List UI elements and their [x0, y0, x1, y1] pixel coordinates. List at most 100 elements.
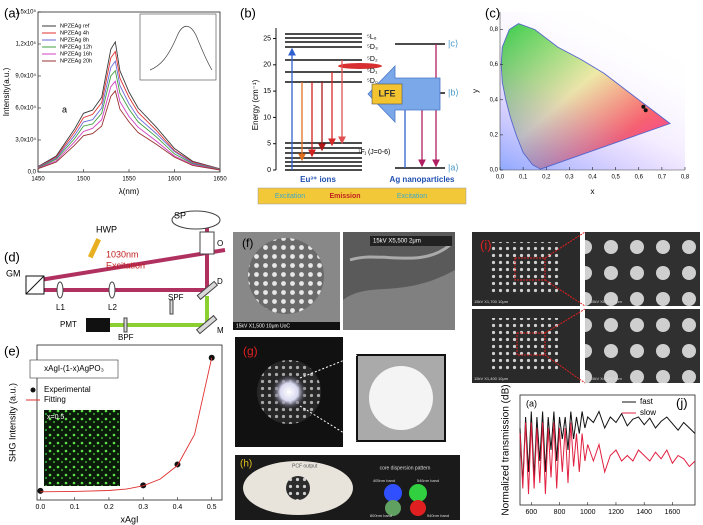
- level-label: ⁵D₃: [367, 44, 378, 51]
- x-axis-label: x: [591, 187, 595, 196]
- level-label: ⁵D₂: [367, 56, 378, 63]
- panel-g: (g): [235, 337, 446, 447]
- eu-levels: [285, 33, 362, 171]
- component-label: BPF: [118, 333, 134, 342]
- band-label: 405nm band: [373, 478, 395, 483]
- y-tick-label: 5: [267, 141, 271, 148]
- caption: PCF output: [292, 463, 318, 469]
- level-label: ⁵D₀: [367, 78, 378, 85]
- point: [643, 108, 648, 113]
- component-label: Excitation: [106, 260, 145, 270]
- zoom-box: [514, 257, 546, 281]
- point: [641, 104, 646, 109]
- lens: [56, 281, 64, 299]
- series-line: [37, 89, 221, 171]
- zoom-line: [544, 231, 586, 259]
- y-tick-label: 9,0x10⁴: [15, 73, 36, 80]
- legend-label: NPZEAg 12h: [60, 44, 92, 50]
- legend-label: fast: [640, 397, 654, 406]
- band-spot: [385, 500, 401, 516]
- panel-h: (h) PCF output core dispersion pattern 4…: [235, 455, 460, 520]
- sem-image: [585, 309, 700, 383]
- panel-i: 15kV X1,700 10μm 15kV X5,500 5μm 15kV X1…: [472, 231, 700, 384]
- x-tick-label: 1400: [636, 509, 652, 516]
- y-axis-label: Intensity(a.u.): [2, 67, 11, 116]
- panel-label: (i): [480, 237, 492, 252]
- sem-caption: 15kV X1,700 10μm: [474, 299, 509, 304]
- x-tick-label: 1000: [580, 509, 596, 516]
- lfe-box: [371, 83, 403, 105]
- x-tick-label: 0,1: [519, 175, 528, 181]
- inset-a: [139, 13, 217, 81]
- x-tick-label: 0,3: [565, 175, 574, 181]
- band-label: 940nm band: [427, 513, 449, 518]
- point: [208, 354, 215, 361]
- band-spot: [410, 500, 426, 516]
- y-axis-label: Normalized transmission (dB): [501, 384, 512, 515]
- laser-beam: [39, 248, 226, 282]
- panel-label: (d): [4, 249, 20, 264]
- panel-label: (g): [243, 344, 258, 358]
- sem-bar: [370, 236, 452, 246]
- inset-frame: [139, 13, 217, 81]
- series-line: [37, 50, 221, 170]
- legend-item: Emission: [329, 193, 360, 200]
- state-label: |a⟩: [448, 162, 459, 172]
- sem-caption: 15kV X1,500 10μm UoC: [236, 323, 290, 329]
- y-axis-label: y: [471, 89, 480, 93]
- x-tick-label: 0,4: [588, 175, 597, 181]
- band-label: 800nm band: [370, 513, 392, 518]
- x-tick-label: 0.2: [104, 504, 114, 511]
- component-label: 1030nm: [106, 249, 139, 259]
- legend-bar: [257, 187, 467, 205]
- component-label: SP: [174, 210, 186, 220]
- x-tick-label: 1600: [665, 509, 681, 516]
- x-tick-label: 0.1: [70, 504, 80, 511]
- series-line: [37, 59, 221, 170]
- inset-e: x=0.5: [44, 410, 120, 486]
- legend-label: Experimental: [44, 385, 91, 394]
- cie-locus: [500, 23, 671, 170]
- legend-item: Excitation: [397, 193, 427, 200]
- zoom-line: [299, 405, 358, 442]
- annotation: a: [62, 104, 67, 114]
- legend-label: NPZEAg 8h: [60, 37, 89, 43]
- band-spot: [409, 484, 427, 502]
- lfe-arrow: [367, 65, 441, 123]
- x-tick-label: 0,6: [635, 175, 644, 181]
- series-line: [37, 40, 221, 170]
- y-tick-label: 0,0: [490, 168, 499, 174]
- inset-image: [44, 410, 120, 486]
- bpf: [123, 317, 128, 333]
- sem-caption: 15kV X5,500 2μm: [373, 239, 421, 245]
- level-label: ⁷Fⱼ (J=0-6): [358, 149, 390, 156]
- sem-caption: 15kV X4,500 5μm: [590, 376, 623, 381]
- y-tick-label: 0: [267, 167, 271, 174]
- series-line: [519, 410, 696, 484]
- x-tick-label: 800: [554, 509, 566, 516]
- component-label: D: [217, 277, 223, 286]
- panel-f: 15kV X1,500 10μm UoC (f) 15kV X5,500 2μm: [233, 232, 455, 330]
- annotation: (a): [526, 398, 537, 408]
- optical-setup: (d) GM HWP 1030nm Excitation L1 L2 SP O …: [4, 210, 226, 342]
- y-tick-label: 10: [263, 114, 271, 121]
- sem-image: [585, 232, 700, 306]
- chart-title: xAgI-(1-x)AgPO₃: [44, 364, 104, 373]
- x-tick-label: 600: [525, 509, 537, 516]
- level-label: ⁵L₆: [367, 34, 377, 41]
- plot-frame: [36, 344, 223, 501]
- zoom-line: [544, 279, 586, 307]
- x-tick-label: 0.3: [138, 504, 148, 511]
- sem-caption: 15kV X1,400 10μm: [474, 376, 509, 381]
- title-box: [29, 359, 119, 379]
- y-tick-label: 0,0: [28, 170, 37, 176]
- zoom-line: [544, 308, 586, 334]
- state-label: |c⟩: [448, 38, 458, 48]
- mode-zoom-core: [369, 366, 433, 430]
- pmt: [86, 318, 110, 332]
- y-tick-label: 0,2: [490, 132, 499, 138]
- series-line: [519, 422, 696, 495]
- legend-label: Fitting: [44, 395, 66, 404]
- y-tick-label: 15: [263, 88, 271, 95]
- lens: [108, 281, 116, 299]
